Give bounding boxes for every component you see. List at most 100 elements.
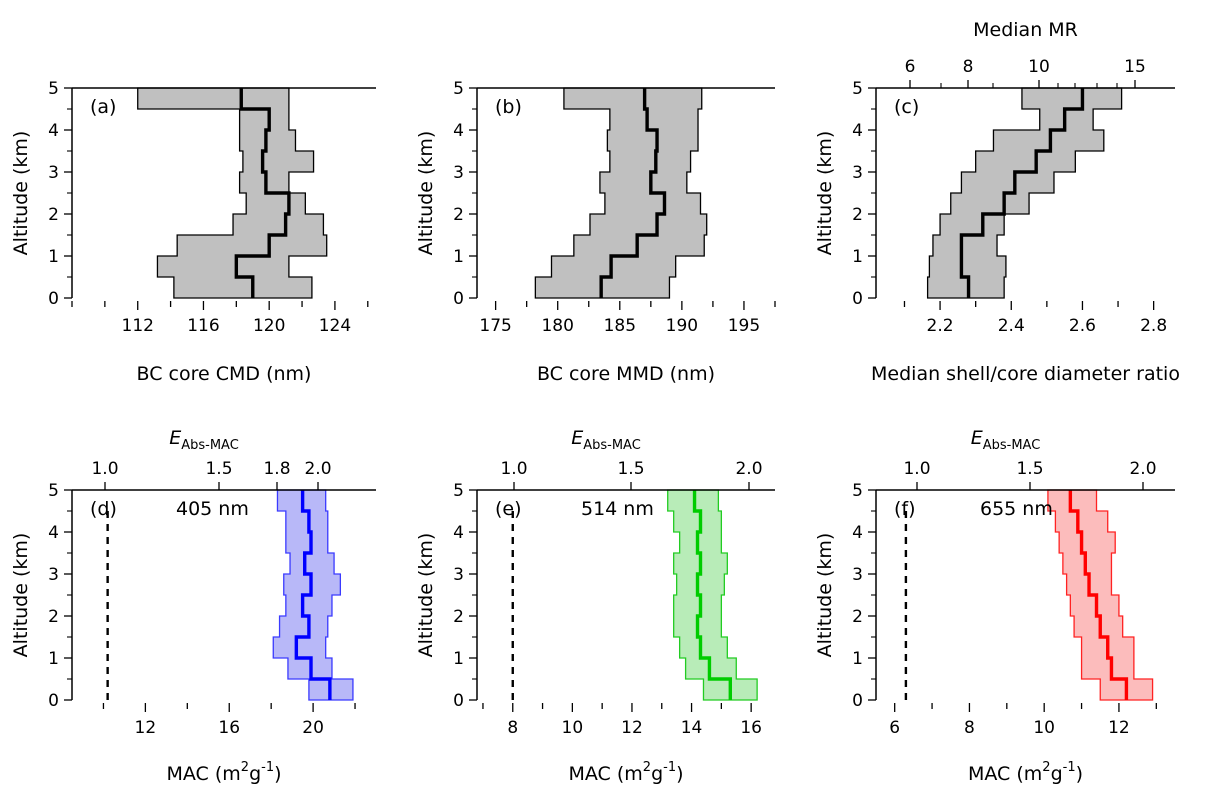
x-tick-label: 2.2 xyxy=(927,316,954,336)
x-tick-label: 6 xyxy=(889,718,900,738)
y-axis-label: Altitude (km) xyxy=(814,533,836,658)
x-tick-label: 16 xyxy=(740,718,762,738)
top-tick-label: 2.0 xyxy=(304,459,331,479)
panel-label: (a) xyxy=(90,96,116,118)
y-tick-label: 4 xyxy=(852,121,863,141)
x-tick-label: 16 xyxy=(218,718,240,738)
x-tick-label: 20 xyxy=(302,718,324,738)
median-line xyxy=(294,490,332,700)
panel-label: (d) xyxy=(90,498,117,520)
x-tick-label: 112 xyxy=(122,316,154,336)
x-axis-label: BC core CMD (nm) xyxy=(137,363,312,385)
x-tick-label: 2.6 xyxy=(1069,316,1096,336)
y-tick-label: 4 xyxy=(453,121,464,141)
y-axis-label: Altitude (km) xyxy=(415,131,437,256)
top-axis-label: EAbs-MAC xyxy=(571,427,641,453)
y-tick-label: 1 xyxy=(48,649,59,669)
range-band xyxy=(667,489,758,701)
top-axis-label: EAbs-MAC xyxy=(169,427,239,453)
y-tick-label: 4 xyxy=(48,523,59,543)
x-axis-label: BC core MMD (nm) xyxy=(537,363,715,385)
range-band xyxy=(926,87,1123,299)
median-line xyxy=(1068,490,1129,700)
x-tick-label: 190 xyxy=(666,316,698,336)
wavelength-annotation: 655 nm xyxy=(980,498,1053,520)
x-tick-label: 10 xyxy=(562,718,584,738)
y-tick-label: 2 xyxy=(48,205,59,225)
y-tick-label: 5 xyxy=(453,481,464,501)
y-tick-label: 0 xyxy=(852,691,863,711)
y-tick-label: 1 xyxy=(453,649,464,669)
top-tick-label: 2.0 xyxy=(735,459,762,479)
x-tick-label: 2.4 xyxy=(998,316,1025,336)
x-tick-label: 14 xyxy=(681,718,703,738)
top-tick-label: 1.5 xyxy=(1016,459,1043,479)
median-line xyxy=(959,88,1085,298)
panel-a: 0 1 2 3 4 5 112 116 120 124 (a) Altitude (km) BC cor… xyxy=(10,79,376,385)
median-line xyxy=(599,88,667,298)
x-axis-label: MAC (m2g-1) xyxy=(968,760,1083,785)
x-tick-label: 175 xyxy=(479,316,511,336)
y-tick-label: 2 xyxy=(48,607,59,627)
y-axis-label: Altitude (km) xyxy=(10,533,32,658)
top-tick-label: 6 xyxy=(905,57,916,77)
panel-c: 0 1 2 3 4 5 2.2 2.4 2.6 2.8 6 8 10 15 (c) Altitude (km)… xyxy=(814,19,1180,385)
y-tick-label: 2 xyxy=(852,205,863,225)
y-tick-label: 3 xyxy=(453,163,464,183)
x-tick-label: 10 xyxy=(1033,718,1055,738)
y-tick-label: 5 xyxy=(48,79,59,99)
y-tick-label: 0 xyxy=(453,691,464,711)
x-tick-label: 12 xyxy=(1108,718,1130,738)
y-tick-label: 1 xyxy=(453,247,464,267)
range-band xyxy=(137,87,328,299)
x-axis-label: MAC (m2g-1) xyxy=(166,760,281,785)
y-tick-label: 5 xyxy=(852,481,863,501)
top-tick-label: 2.0 xyxy=(1129,459,1156,479)
y-tick-label: 5 xyxy=(48,481,59,501)
x-tick-label: 195 xyxy=(728,316,760,336)
top-tick-label: 1.5 xyxy=(205,459,232,479)
top-tick-label: 1.5 xyxy=(617,459,644,479)
x-tick-label: 8 xyxy=(964,718,975,738)
y-tick-label: 3 xyxy=(852,565,863,585)
y-tick-label: 5 xyxy=(453,79,464,99)
y-tick-label: 3 xyxy=(852,163,863,183)
x-tick-label: 12 xyxy=(135,718,157,738)
y-axis-label: Altitude (km) xyxy=(814,131,836,256)
top-axis-label: Median MR xyxy=(973,19,1078,41)
y-tick-label: 2 xyxy=(453,205,464,225)
range-band xyxy=(534,87,708,299)
x-tick-label: 180 xyxy=(541,316,573,336)
median-line xyxy=(234,88,291,298)
y-tick-label: 0 xyxy=(48,289,59,309)
y-tick-label: 4 xyxy=(852,523,863,543)
x-tick-label: 185 xyxy=(604,316,636,336)
y-tick-label: 1 xyxy=(852,247,863,267)
y-tick-label: 4 xyxy=(48,121,59,141)
wavelength-annotation: 514 nm xyxy=(581,498,654,520)
y-axis-label: Altitude (km) xyxy=(10,131,32,256)
top-tick-label: 1.8 xyxy=(263,459,290,479)
y-tick-label: 2 xyxy=(852,607,863,627)
y-tick-label: 5 xyxy=(852,79,863,99)
panel-label: (f) xyxy=(894,498,916,520)
panel-label: (b) xyxy=(495,96,522,118)
panel-b: 0 1 2 3 4 5 175 180 185 190 195 (b) Altitude (km) BC … xyxy=(415,79,776,385)
top-tick-label: 8 xyxy=(963,57,974,77)
x-tick-label: 120 xyxy=(253,316,285,336)
panel-label: (e) xyxy=(495,498,522,520)
range-band xyxy=(272,489,354,701)
x-tick-label: 124 xyxy=(319,316,351,336)
wavelength-annotation: 405 nm xyxy=(176,498,249,520)
y-tick-label: 0 xyxy=(852,289,863,309)
top-tick-label: 10 xyxy=(1028,57,1050,77)
y-tick-label: 3 xyxy=(48,565,59,585)
y-tick-label: 0 xyxy=(453,289,464,309)
y-tick-label: 3 xyxy=(48,163,59,183)
x-tick-label: 2.8 xyxy=(1140,316,1167,336)
y-tick-label: 4 xyxy=(453,523,464,543)
median-line xyxy=(692,490,732,700)
y-tick-label: 0 xyxy=(48,691,59,711)
